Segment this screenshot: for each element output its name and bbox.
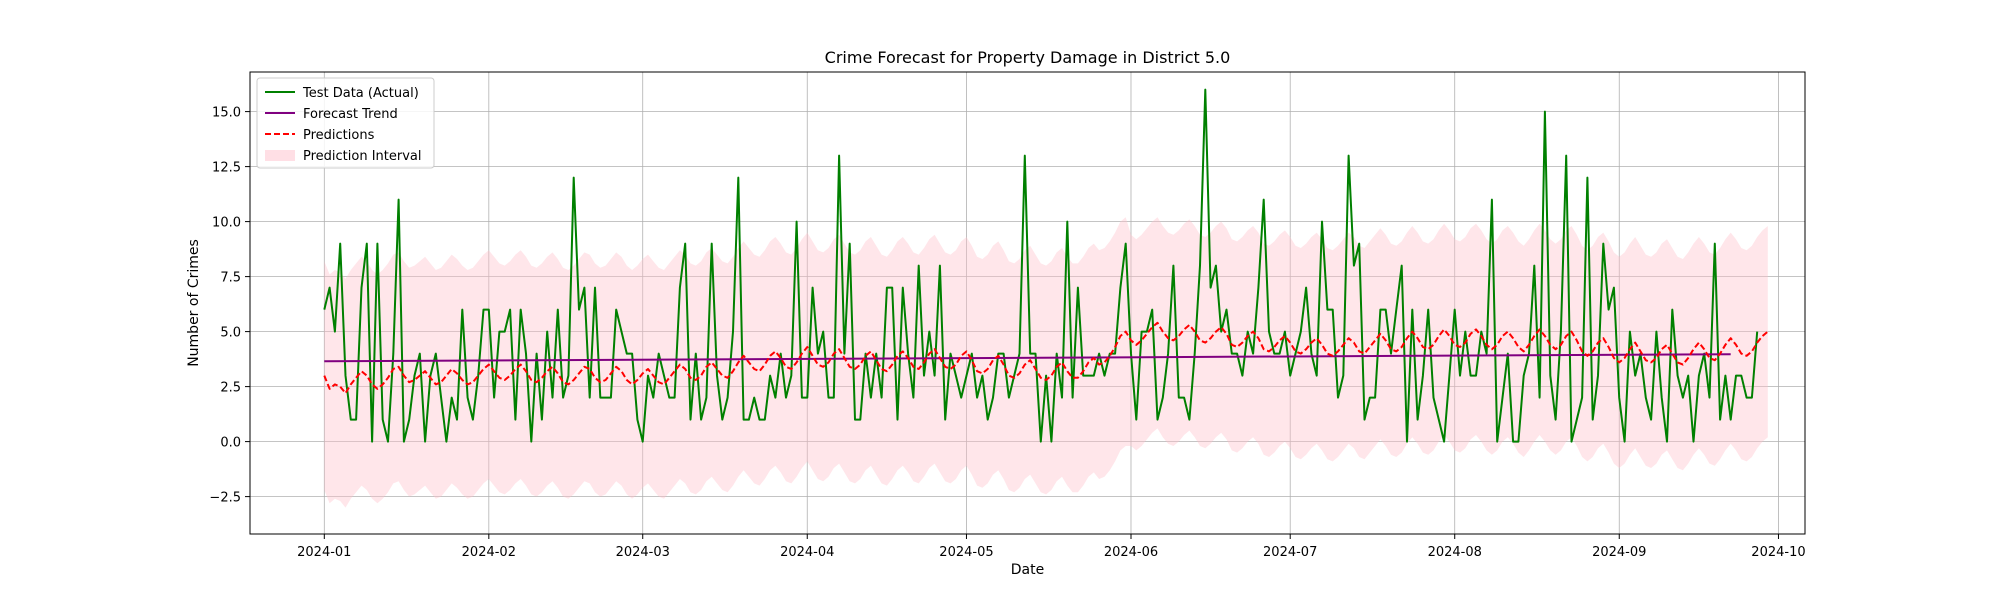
legend-swatch xyxy=(265,150,295,161)
legend: Test Data (Actual) Forecast Trend Predicti… xyxy=(256,77,435,169)
y-tick-label: 12.5 xyxy=(212,161,241,176)
x-tick-label: 2024-08 xyxy=(1428,545,1482,560)
legend-label: Test Data (Actual) xyxy=(302,86,419,101)
x-axis-ticks: 2024-01 2024-02 2024-03 2024-04 2024-05 2024-… xyxy=(297,534,1806,560)
legend-label: Predictions xyxy=(303,128,375,143)
y-tick-label: −2.5 xyxy=(209,491,241,506)
x-tick-label: 2024-04 xyxy=(780,545,834,560)
x-tick-label: 2024-03 xyxy=(616,545,670,560)
legend-label: Forecast Trend xyxy=(303,107,398,122)
legend-label: Prediction Interval xyxy=(303,149,422,164)
x-tick-label: 2024-09 xyxy=(1592,545,1646,560)
y-tick-label: 7.5 xyxy=(220,271,241,286)
legend-box xyxy=(256,77,435,169)
x-tick-label: 2024-02 xyxy=(462,545,516,560)
series-line-predictions xyxy=(323,321,1769,395)
x-tick-label: 2024-05 xyxy=(939,545,993,560)
x-axis-label: Date xyxy=(1011,562,1044,578)
x-tick-label: 2024-07 xyxy=(1263,545,1317,560)
series-line-forecast-trend xyxy=(324,353,1731,363)
x-tick-label: 2024-06 xyxy=(1104,545,1158,560)
plot-frame xyxy=(249,71,1806,535)
y-tick-label: 10.0 xyxy=(212,216,241,231)
y-axis-ticks: −2.5 0.0 2.5 5.0 7.5 10.0 12.5 15.0 xyxy=(209,106,250,506)
x-tick-label: 2024-01 xyxy=(297,545,351,560)
y-axis-label: Number of Crimes xyxy=(186,239,202,367)
y-tick-label: 2.5 xyxy=(220,381,241,396)
chart-title: Crime Forecast for Property Damage in Di… xyxy=(825,48,1231,67)
series-line-test-data-actual xyxy=(323,88,1759,443)
y-tick-label: 0.0 xyxy=(220,436,241,451)
series-layer xyxy=(323,88,1769,443)
y-tick-label: 5.0 xyxy=(220,326,241,341)
y-tick-label: 15.0 xyxy=(212,106,241,121)
x-tick-label: 2024-10 xyxy=(1751,545,1805,560)
